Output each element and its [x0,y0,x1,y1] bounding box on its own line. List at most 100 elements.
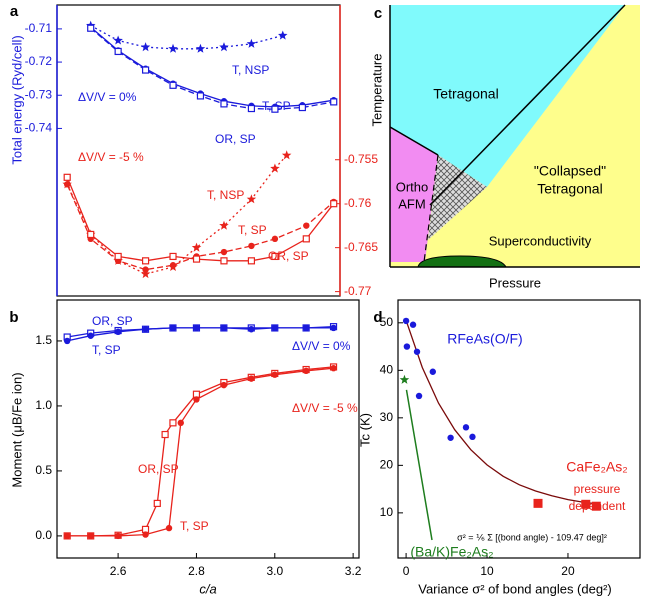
series-label: OR, SP [268,249,309,263]
marker [330,98,338,106]
marker [142,266,149,273]
marker [413,348,421,355]
y-axis-label: Total energy (Ryd/cell) [9,35,24,164]
marker [246,38,257,48]
y-tick-label: 50 [380,315,394,329]
y-axis-label: Temperature [369,54,384,127]
marker [271,235,279,243]
marker [271,371,278,378]
marker [114,328,122,336]
marker [219,42,229,52]
y-tick-label: -0.73 [25,87,53,101]
marker [220,324,228,332]
x-axis-label: c/a [199,581,216,596]
marker [191,242,202,252]
marker [169,252,177,261]
marker [399,374,410,384]
y-tick-label: -0.71 [25,21,53,35]
x-axis-label: Pressure [489,275,541,290]
region-label: Tetragonal [433,86,498,102]
y-axis-label: Moment (μB/Fe ion) [9,372,24,487]
marker [169,262,177,269]
marker [248,375,255,382]
region-label: Ortho [396,179,429,194]
y-tick-label: 0.0 [35,528,52,542]
marker [429,368,437,375]
marker [330,324,337,332]
y-tick-label: -0.72 [25,54,53,68]
marker [247,104,256,113]
marker [591,501,601,511]
region-label: AFM [398,196,425,211]
marker [402,317,410,325]
x-tick-label: 10 [480,564,494,578]
series-label: OR, SP [138,462,179,476]
series-label: OR, SP [215,132,256,146]
marker [219,220,229,230]
marker [581,499,591,509]
x-tick-label: 3.2 [345,564,362,578]
marker [169,324,177,332]
marker [271,105,279,113]
marker [140,269,151,279]
marker [153,499,161,508]
marker [281,150,292,160]
annotation: ΔV/V = 0% [78,90,137,104]
marker [248,242,255,250]
series-line [90,26,334,108]
marker [140,42,151,52]
marker [114,532,122,540]
marker [141,66,150,74]
marker [142,326,149,333]
marker [447,434,454,441]
series-line [405,320,601,505]
x-tick-label: 2.8 [188,564,205,578]
y-tick-label: 30 [380,410,394,424]
y-tick-label: 1.5 [35,333,52,347]
y-tick-label: -0.74 [25,121,53,135]
marker [246,194,257,204]
marker [195,43,206,53]
y2-tick-label: -0.77 [344,284,372,298]
series-line [67,367,334,537]
y-tick-label: 40 [380,362,394,376]
y-tick-label: 1.0 [35,398,52,412]
y-axis-label: Tc (K) [357,413,372,447]
phase-diagram: c Pressure Temperature Tetragonal Ortho … [369,4,640,290]
marker [193,324,200,332]
x-tick-label: 3.0 [266,564,283,578]
region-label: Superconductivity [489,233,592,248]
y2-tick-label: -0.755 [344,152,378,166]
marker [330,200,338,208]
series-label: (Ba/K)Fe₂As₂ [410,544,493,560]
marker [220,381,228,389]
marker [87,532,94,540]
marker [113,35,123,45]
y-tick-label: 0.5 [35,463,52,477]
y-tick-label: 10 [380,505,394,519]
marker [87,230,95,239]
marker [533,498,543,508]
annotation: ΔV/V = 0% [292,339,351,353]
x-axis-label: Variance σ² of bond angles (deg²) [418,581,612,596]
marker [271,324,278,332]
series-line [90,27,334,110]
marker [278,30,288,40]
series-label: T, SP [238,223,267,237]
annotation: ΔV/V = -5 % [292,401,358,415]
marker [248,326,255,333]
series-label: CaFe₂As₂ [566,459,627,475]
series-line [90,25,283,50]
tetragonal-region [390,5,625,187]
marker [169,81,177,89]
y2-tick-label: -0.76 [344,196,372,210]
plot-frame [397,299,641,559]
marker [63,337,71,345]
marker [302,367,310,375]
series-label: OR, SP [92,314,133,328]
marker [168,43,178,53]
marker [298,103,306,112]
marker [87,24,95,32]
y2-tick-label: -0.765 [344,240,378,254]
